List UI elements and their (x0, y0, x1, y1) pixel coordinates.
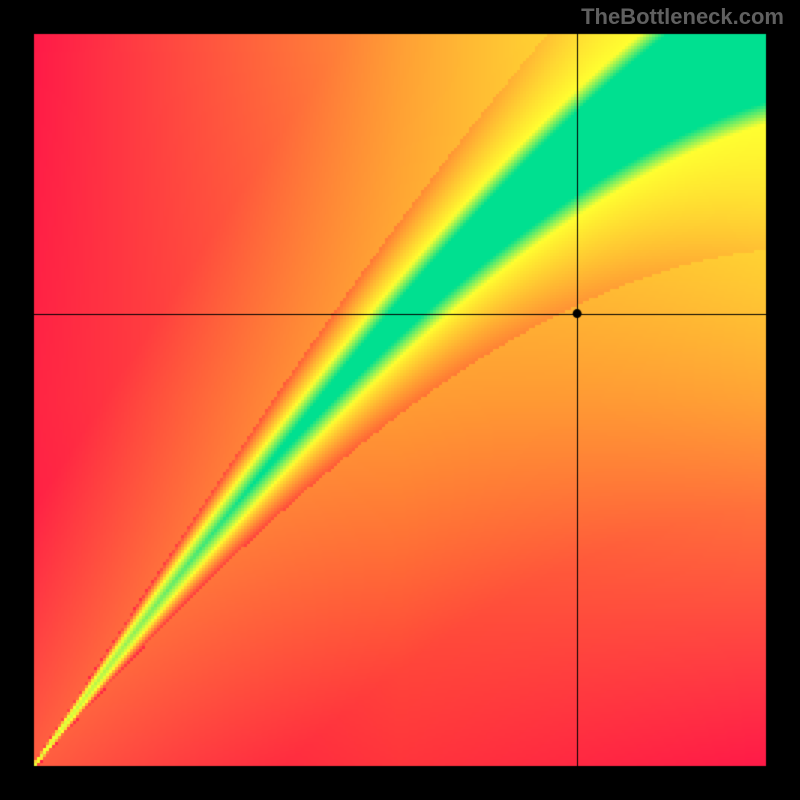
heatmap-canvas (0, 0, 800, 800)
watermark-text: TheBottleneck.com (581, 4, 784, 30)
chart-container: TheBottleneck.com (0, 0, 800, 800)
